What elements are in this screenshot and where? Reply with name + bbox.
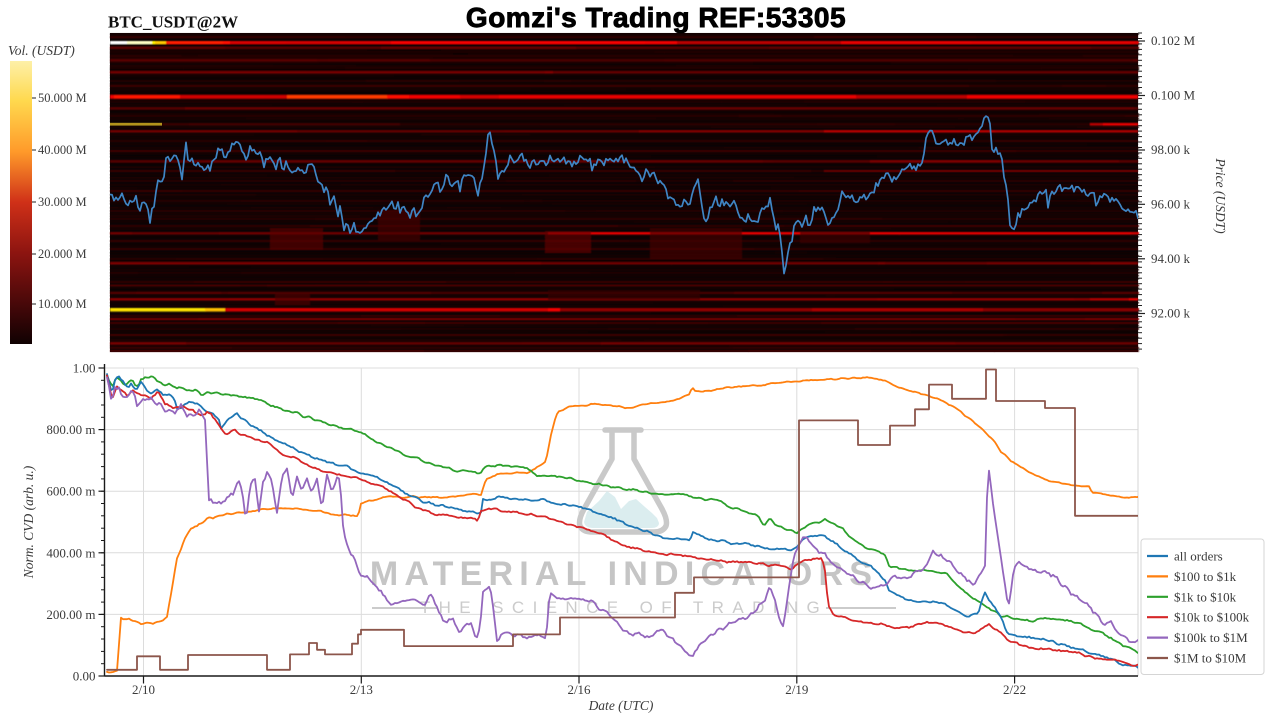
svg-text:Norm. CVD (arb. u.): Norm. CVD (arb. u.) — [21, 465, 36, 579]
svg-text:BTC_USDT@2W: BTC_USDT@2W — [108, 13, 238, 32]
svg-text:THE SCIENCE OF TRADING: THE SCIENCE OF TRADING — [420, 598, 828, 617]
svg-text:$1k to $10k: $1k to $10k — [1174, 589, 1237, 604]
svg-text:2/16: 2/16 — [567, 682, 591, 697]
svg-text:30.000 M: 30.000 M — [38, 195, 87, 209]
svg-text:400.00 m: 400.00 m — [46, 545, 95, 560]
svg-text:0.102 M: 0.102 M — [1151, 33, 1196, 48]
svg-text:0.100 M: 0.100 M — [1151, 88, 1196, 103]
svg-text:50.000 M: 50.000 M — [38, 91, 87, 105]
svg-text:2/19: 2/19 — [785, 682, 808, 697]
svg-text:Date (UTC): Date (UTC) — [588, 698, 654, 713]
svg-text:200.00 m: 200.00 m — [46, 607, 95, 622]
svg-text:1.00: 1.00 — [73, 361, 96, 376]
svg-text:0.00: 0.00 — [73, 669, 96, 684]
svg-text:600.00 m: 600.00 m — [46, 484, 95, 499]
svg-text:98.00 k: 98.00 k — [1151, 142, 1191, 157]
svg-text:$100 to $1k: $100 to $1k — [1174, 569, 1237, 584]
svg-text:Gomzi's Trading REF:53305: Gomzi's Trading REF:53305 — [466, 2, 846, 33]
svg-text:$10k to $100k: $10k to $100k — [1174, 610, 1250, 625]
svg-text:2/10: 2/10 — [132, 682, 155, 697]
svg-text:96.00 k: 96.00 k — [1151, 197, 1191, 212]
svg-text:$100k to $1M: $100k to $1M — [1174, 630, 1248, 645]
svg-text:Vol. (USDT): Vol. (USDT) — [8, 43, 75, 58]
svg-text:10.000 M: 10.000 M — [38, 297, 87, 311]
svg-text:92.00 k: 92.00 k — [1151, 306, 1191, 321]
svg-text:40.000 M: 40.000 M — [38, 143, 87, 157]
svg-text:2/22: 2/22 — [1003, 682, 1026, 697]
svg-text:all orders: all orders — [1174, 549, 1223, 564]
svg-text:Price (USDT): Price (USDT) — [1213, 157, 1228, 234]
svg-text:20.000 M: 20.000 M — [38, 247, 87, 261]
svg-text:94.00 k: 94.00 k — [1151, 251, 1191, 266]
svg-text:2/13: 2/13 — [350, 682, 373, 697]
svg-text:$1M to $10M: $1M to $10M — [1174, 651, 1247, 666]
svg-text:800.00 m: 800.00 m — [46, 422, 95, 437]
